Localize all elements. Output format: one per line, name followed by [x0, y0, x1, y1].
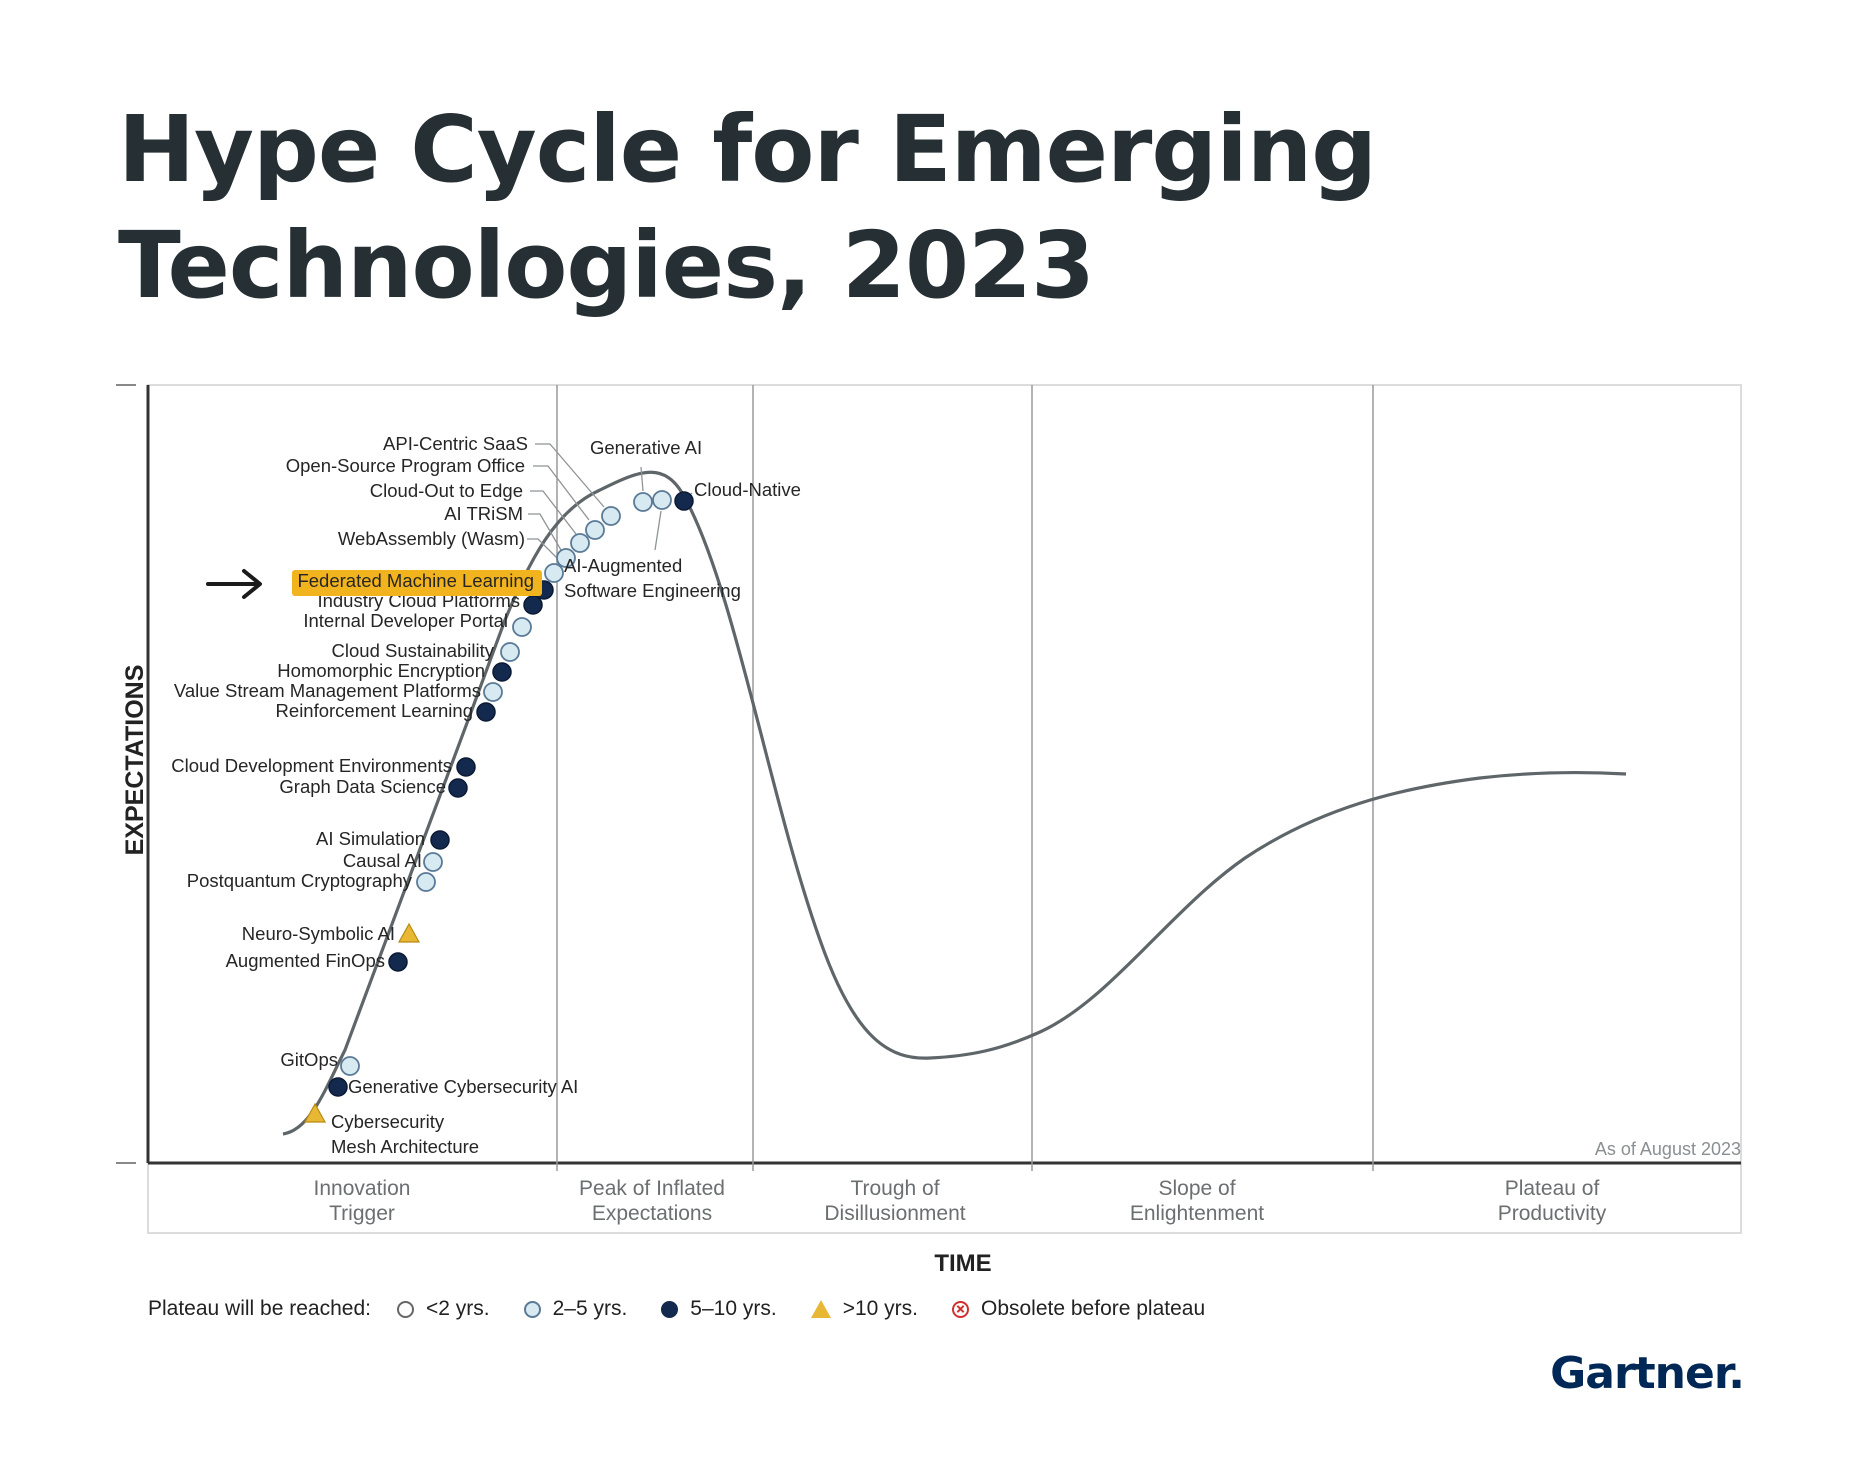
label-causal-ai: Causal AI: [343, 850, 422, 871]
legend-symbol-light-circle-icon: [523, 1300, 541, 1318]
label-cloud-sustainability: Cloud Sustainability: [332, 640, 495, 661]
marker-cloud-out-to-edge: [570, 533, 590, 553]
label-api-centric-saas: API-Centric SaaS: [383, 433, 528, 454]
as-of-label: As of August 2023: [1595, 1139, 1741, 1159]
label-generative-ai: Generative AI: [590, 437, 702, 458]
label-open-source-program-office: Open-Source Program Office: [286, 455, 525, 476]
highlight-box: [292, 570, 542, 596]
label-homomorphic-encryption: Homomorphic Encryption: [277, 660, 485, 681]
marker-graph-data-science: [448, 778, 468, 798]
phase-label: Trough of Disillusionment: [824, 1177, 965, 1225]
marker-industry-cloud-platforms: [523, 595, 543, 615]
marker-value-stream-management-platforms: [483, 682, 503, 702]
label-cybersecurity-mesh-architecture: Cybersecurity Mesh Architecture: [331, 1111, 479, 1157]
title-line-1: Hype Cycle for Emerging: [118, 96, 1377, 203]
phase-labels: Innovation Trigger Peak of Inflated Expecta…: [314, 1177, 1607, 1225]
legend-item-label: 2–5 yrs.: [552, 1297, 628, 1320]
label-augmented-finops: Augmented FinOps: [226, 950, 385, 971]
legend-item-label: Obsolete before plateau: [980, 1297, 1206, 1320]
label-cloud-native: Cloud-Native: [694, 479, 801, 500]
legend: Plateau will be reached: <2 yrs. 2–5 yrs…: [148, 1292, 1205, 1326]
marker-postquantum-cryptography: [416, 872, 436, 892]
marker-augmented-finops: [388, 952, 408, 972]
label-ai-augmented-software-engineering: AI-Augmented Software Engineering: [564, 555, 741, 601]
marker-cloud-development-environments: [456, 757, 476, 777]
marker-api-centric-saas: [601, 506, 621, 526]
marker-ai-augmented-software-engineering: [652, 490, 672, 510]
leader-line: [527, 538, 561, 562]
legend-item-lt2: <2 yrs.: [396, 1297, 490, 1321]
legend-item-5to10: 5–10 yrs.: [661, 1297, 777, 1321]
legend-symbol-open-circle-icon: [396, 1300, 414, 1318]
highlight-arrow-icon: [206, 569, 262, 599]
label-webassembly-wasm: WebAssembly (Wasm): [338, 528, 525, 549]
label-cloud-out-to-edge: Cloud-Out to Edge: [370, 480, 523, 501]
leader-line: [640, 466, 644, 492]
hype-cycle-chart: EXPECTATIONS TIME As of August 2023 Inno…: [116, 384, 1742, 1277]
leader-line: [654, 510, 662, 551]
phase-label: Plateau of Productivity: [1498, 1177, 1607, 1225]
phase-label: Peak of Inflated Expectations: [579, 1177, 725, 1225]
marker-webassembly-wasm: [544, 563, 564, 583]
legend-item-label: >10 yrs.: [842, 1297, 918, 1320]
legend-item-label: 5–10 yrs.: [690, 1297, 777, 1320]
legend-symbol-triangle-icon: [810, 1300, 831, 1318]
leader-line: [530, 490, 577, 535]
legend-item-label: <2 yrs.: [425, 1297, 490, 1320]
hype-curve: [282, 470, 1627, 1136]
marker-ai-trism: [556, 548, 576, 568]
title-line-2: Technologies, 2023: [118, 212, 1095, 319]
leader-line: [528, 513, 562, 551]
plot-border: [147, 384, 1742, 1234]
marker-generative-cybersecurity-ai: [328, 1077, 348, 1097]
chart-frame: [116, 384, 1742, 1234]
label-cloud-development-environments: Cloud Development Environments: [171, 755, 452, 776]
marker-cybersecurity-mesh-architecture: [303, 1102, 327, 1123]
label-ai-simulation: AI Simulation: [316, 828, 425, 849]
marker-cloud-native: [674, 491, 694, 511]
label-reinforcement-learning: Reinforcement Learning: [276, 700, 473, 721]
marker-cloud-sustainability: [500, 642, 520, 662]
marker-ai-simulation: [430, 830, 450, 850]
x-axis-label: TIME: [934, 1250, 991, 1277]
label-gitops: GitOps: [280, 1049, 338, 1070]
label-graph-data-science: Graph Data Science: [279, 776, 446, 797]
leader-line: [533, 465, 590, 521]
label-ai-trism: AI TRiSM: [444, 503, 523, 524]
page-title: Hype Cycle for Emerging Technologies, 20…: [118, 92, 1618, 324]
legend-item-2to5: 2–5 yrs.: [523, 1297, 628, 1321]
technology-labels: Cybersecurity Mesh Architecture Generative…: [171, 433, 801, 1157]
leader-lines: [527, 443, 693, 562]
label-federated-machine-learning: Federated Machine Learning: [297, 570, 534, 591]
phase-label: Slope of Enlightenment: [1130, 1177, 1264, 1225]
legend-symbol-dark-circle-icon: [661, 1300, 679, 1318]
legend-label: Plateau will be reached:: [148, 1297, 371, 1320]
label-internal-developer-portal: Internal Developer Portal: [303, 610, 508, 631]
y-axis-label: EXPECTATIONS: [121, 665, 149, 856]
legend-item-obsolete: Obsolete before plateau: [951, 1297, 1206, 1321]
gartner-logo: Gartner.: [1550, 1348, 1745, 1399]
marker-homomorphic-encryption: [492, 662, 512, 682]
label-postquantum-cryptography: Postquantum Cryptography: [187, 870, 413, 891]
legend-symbol-obsolete-x-icon: [951, 1300, 969, 1318]
marker-generative-ai: [633, 492, 653, 512]
marker-internal-developer-portal: [512, 617, 532, 637]
marker-causal-ai: [423, 852, 443, 872]
phase-label: Innovation Trigger: [314, 1177, 411, 1225]
marker-gitops: [340, 1056, 360, 1076]
marker-reinforcement-learning: [476, 702, 496, 722]
leader-line: [535, 443, 605, 508]
label-generative-cybersecurity-ai: Generative Cybersecurity AI: [348, 1076, 578, 1097]
marker-open-source-program-office: [585, 520, 605, 540]
marker-neuro-symbolic-ai: [397, 922, 421, 943]
label-neuro-symbolic-ai: Neuro-Symbolic AI: [242, 923, 395, 944]
legend-item-gt10: >10 yrs.: [810, 1297, 918, 1321]
label-value-stream-management-platforms: Value Stream Management Platforms: [174, 680, 481, 701]
